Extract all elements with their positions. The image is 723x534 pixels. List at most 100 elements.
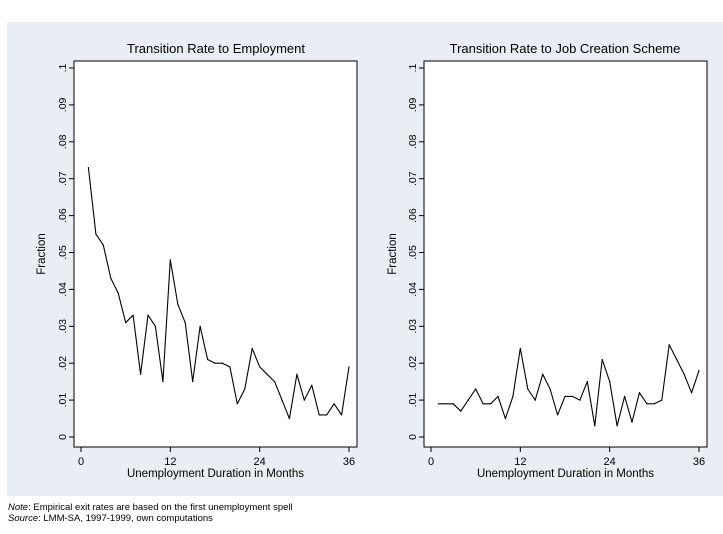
x-tick-label: 36 (693, 456, 705, 468)
footnote-note: Note: Empirical exit rates are based on … (8, 502, 293, 513)
y-tick-label: .01 (407, 393, 419, 408)
y-tick-label: .08 (57, 134, 69, 149)
footnote-source-text: : LMM-SA, 1997-1999, own computations (38, 513, 213, 524)
data-point (690, 392, 693, 394)
plot-area (423, 60, 708, 448)
data-point (631, 421, 633, 423)
data-point (534, 399, 536, 401)
data-point (564, 395, 566, 398)
series-line (87, 167, 350, 420)
data-point (348, 366, 350, 368)
data-point (445, 403, 447, 405)
data-point (601, 358, 603, 361)
y-tick-label: .02 (407, 356, 419, 371)
data-point (571, 395, 574, 398)
y-tick-label: 0 (57, 434, 69, 440)
data-point (288, 417, 291, 420)
data-point (676, 358, 678, 361)
data-point (206, 358, 209, 361)
chart-panel-1: Transition Rate to Employment 0 .01 .02 .03.… (36, 41, 358, 480)
y-tick-label: .1 (407, 63, 419, 72)
data-point (638, 392, 641, 394)
data-point (475, 388, 477, 390)
plot-area (73, 60, 358, 448)
data-point (117, 292, 119, 294)
data-point (177, 303, 179, 305)
data-point (125, 322, 127, 324)
data-point (646, 403, 648, 405)
x-tick-label: 36 (343, 456, 355, 468)
data-point (147, 314, 149, 316)
data-point (266, 373, 268, 375)
y-tick-label: .09 (57, 97, 69, 112)
y-tick-label: .07 (407, 171, 419, 186)
data-point (527, 388, 529, 390)
data-point (698, 369, 700, 372)
data-point (199, 325, 201, 327)
data-point (579, 399, 581, 401)
y-tick-label: .07 (57, 171, 69, 186)
data-point (586, 381, 588, 383)
data-point (132, 314, 134, 316)
x-tick-label: 12 (164, 456, 176, 468)
data-point (333, 403, 335, 405)
footnote-note-text: : Empirical exit rates are based on the … (28, 502, 293, 513)
data-point (318, 414, 320, 416)
data-point (281, 399, 283, 401)
data-point (303, 399, 305, 401)
data-point (609, 381, 611, 383)
data-point (549, 388, 551, 390)
data-point (221, 362, 224, 364)
data-point (251, 347, 253, 350)
data-point (623, 395, 626, 398)
y-axis-label: Fraction (36, 233, 48, 275)
data-point (169, 259, 171, 261)
footnote-source: Source: LMM-SA, 1997-1999, own computati… (8, 513, 213, 524)
y-tick-label: .04 (407, 282, 419, 297)
data-point (340, 414, 343, 416)
y-axis-label: Fraction (387, 233, 399, 275)
y-tick-label: .02 (57, 356, 69, 371)
data-point (683, 373, 685, 375)
data-point (95, 233, 97, 235)
y-tick-label: 0 (407, 434, 419, 440)
data-point (661, 399, 663, 401)
data-point (296, 373, 298, 375)
chart-title: Transition Rate to Employment (127, 41, 305, 56)
data-point (110, 277, 112, 279)
x-tick-label: 12 (514, 456, 526, 468)
data-point (542, 373, 544, 375)
y-tick-label: .06 (407, 208, 419, 223)
x-tick-label: 24 (254, 456, 266, 468)
data-point (139, 373, 142, 375)
data-point (192, 381, 194, 383)
x-axis-label: Unemployment Duration in Months (477, 468, 654, 480)
x-axis-label: Unemployment Duration in Months (127, 468, 304, 480)
data-point (452, 403, 454, 405)
data-point (437, 403, 440, 405)
data-point (497, 395, 499, 398)
footnote-note-label: Note (8, 502, 29, 513)
data-point (556, 414, 559, 416)
chart-title: Transition Rate to Job Creation Scheme (450, 41, 681, 56)
x-tick-label: 0 (428, 456, 434, 468)
y-tick-label: .04 (57, 282, 69, 297)
data-point (87, 167, 90, 169)
series-line (438, 344, 700, 427)
data-point (244, 388, 246, 390)
y-tick-label: .03 (57, 319, 69, 334)
y-tick-label: .09 (407, 97, 419, 112)
x-tick-label: 24 (604, 456, 616, 468)
y-tick-label: .08 (407, 134, 419, 149)
data-point (512, 395, 514, 398)
x-tick-label: 0 (78, 456, 84, 468)
footnote-source-label: Source (8, 513, 39, 524)
data-point (229, 366, 231, 368)
data-point (594, 425, 596, 427)
y-tick-label: .06 (57, 208, 69, 223)
data-point (162, 381, 164, 383)
data-point (154, 325, 157, 327)
y-tick-label: .01 (57, 393, 69, 408)
data-point (273, 381, 276, 383)
y-tick-label: .1 (57, 63, 69, 72)
